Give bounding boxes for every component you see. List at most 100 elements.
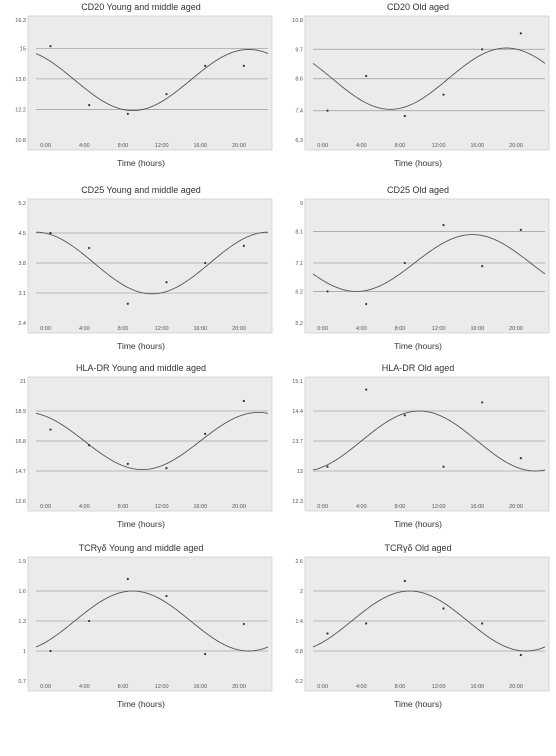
y-tick-label: 13.7 (292, 439, 303, 445)
y-tick-label: 10.8 (292, 18, 303, 24)
x-tick-label: 16:00 (193, 143, 207, 149)
x-tick-label: 0:00 (40, 143, 51, 149)
y-tick-label: 13 (297, 469, 303, 475)
fit-curve (312, 234, 546, 292)
chart-panel-6: HLA-DR Old aged 12.3 13 13.7 14.4 15.1 0:00 4:… (283, 363, 553, 533)
x-tick-label: 20:00 (509, 143, 523, 149)
chart-title: HLA-DR Old aged (381, 363, 455, 373)
chart-plot: 5.2 6.2 7.1 8.1 9 0:00 4:00 8:00 12:00 16:00 20:00 (295, 198, 550, 334)
plot-area (304, 15, 550, 151)
x-tick-label: 12:00 (432, 326, 446, 332)
data-point (165, 594, 168, 598)
x-tick-label: 20:00 (232, 684, 246, 690)
y-tick-label: 21 (20, 379, 26, 385)
chart-panel-1: CD20 Young and middle aged 10.8 12.2 13.6 1… (6, 2, 276, 172)
y-tick-label: 14.4 (292, 409, 303, 415)
data-point (126, 462, 129, 465)
fit-curve (35, 231, 269, 295)
data-point (88, 444, 91, 447)
x-tick-label: 8:00 (118, 504, 129, 510)
x-tick-label: 4:00 (356, 326, 367, 332)
data-point (481, 622, 484, 625)
data-point (204, 64, 207, 67)
x-tick-label: 0:00 (40, 504, 51, 510)
x-axis-label: Time (hours) (117, 341, 165, 351)
x-tick-label: 0:00 (317, 684, 328, 690)
data-point (403, 414, 406, 417)
y-tick-label: 5.2 (295, 321, 303, 327)
y-tick-label: 14.7 (15, 469, 26, 475)
x-tick-label: 12:00 (432, 684, 446, 690)
data-point (326, 465, 329, 468)
y-tick-label: 15.1 (292, 379, 303, 385)
data-point (519, 228, 522, 231)
x-tick-label: 4:00 (356, 684, 367, 690)
x-tick-label: 16:00 (470, 143, 484, 149)
chart-title: CD25 Old aged (386, 185, 450, 195)
chart-title: CD20 Old aged (386, 2, 450, 12)
plot-area (304, 198, 550, 334)
x-tick-label: 4:00 (356, 504, 367, 510)
data-point (126, 302, 129, 305)
y-tick-label: 1 (23, 649, 26, 655)
y-tick-label: 13.6 (15, 77, 26, 83)
y-tick-label: 9.7 (295, 47, 303, 53)
data-point (326, 632, 329, 635)
data-point (242, 622, 245, 626)
x-axis-label: Time (hours) (117, 699, 165, 709)
x-tick-label: 16:00 (470, 326, 484, 332)
data-point (403, 114, 406, 118)
y-tick-label: 7.1 (295, 261, 303, 267)
x-axis-label: Time (hours) (117, 158, 165, 168)
data-point (49, 45, 52, 48)
y-tick-label: 2 (300, 589, 303, 595)
data-point (88, 103, 91, 107)
x-tick-label: 0:00 (317, 326, 328, 332)
data-point (326, 109, 329, 112)
data-point (481, 401, 484, 404)
fit-curve (312, 590, 546, 652)
plot-area (27, 15, 273, 151)
x-tick-label: 0:00 (317, 504, 328, 510)
x-tick-label: 20:00 (232, 504, 246, 510)
y-tick-label: 0.7 (18, 679, 26, 685)
data-point (326, 290, 329, 293)
data-point (204, 432, 207, 435)
x-axis-label: Time (hours) (394, 341, 442, 351)
chart-title: TCRγδ Old aged (384, 543, 452, 553)
y-tick-label: 2.4 (18, 321, 26, 327)
chart-plot: 0.2 0.8 1.4 2 2.6 0:00 4:00 8:00 12:00 16:00 20:00 (295, 556, 550, 692)
y-tick-label: 7.4 (295, 109, 303, 115)
y-tick-label: 10.8 (15, 138, 26, 144)
data-point (365, 302, 368, 306)
data-point (442, 93, 445, 96)
data-point (88, 246, 91, 250)
fit-curve (35, 590, 269, 652)
y-tick-label: 0.2 (295, 679, 303, 685)
x-tick-label: 12:00 (155, 504, 169, 510)
data-point (519, 653, 522, 657)
y-tick-label: 8.6 (295, 77, 303, 83)
x-tick-label: 16:00 (470, 684, 484, 690)
data-point (442, 224, 445, 227)
data-point (204, 261, 207, 265)
y-tick-label: 6.2 (295, 289, 303, 295)
x-axis-label: Time (hours) (394, 699, 442, 709)
y-tick-label: 12.6 (15, 499, 26, 505)
data-point (481, 265, 484, 268)
chart-panel-8: TCRγδ Old aged 0.2 0.8 1.4 2 2.6 0:00 4:00 8:00… (283, 543, 553, 713)
chart-title: HLA-DR Young and middle aged (75, 363, 207, 373)
y-tick-label: 0.8 (295, 649, 303, 655)
plot-area (27, 198, 273, 334)
data-point (365, 388, 368, 391)
chart-plot: 10.8 12.2 13.6 15 16.3 0:00 4:00 8:00 12:00 16:00… (15, 15, 273, 151)
plot-area (304, 556, 550, 692)
fit-curve (312, 410, 546, 472)
x-tick-label: 0:00 (317, 143, 328, 149)
chart-panel-7: TCRγδ Young and middle aged 0.7 1 1.3 1.6 1.… (6, 543, 276, 713)
data-point (442, 607, 445, 610)
data-point (126, 112, 129, 115)
y-tick-label: 1.9 (18, 559, 26, 565)
y-tick-label: 3.1 (18, 291, 26, 297)
x-tick-label: 12:00 (432, 504, 446, 510)
